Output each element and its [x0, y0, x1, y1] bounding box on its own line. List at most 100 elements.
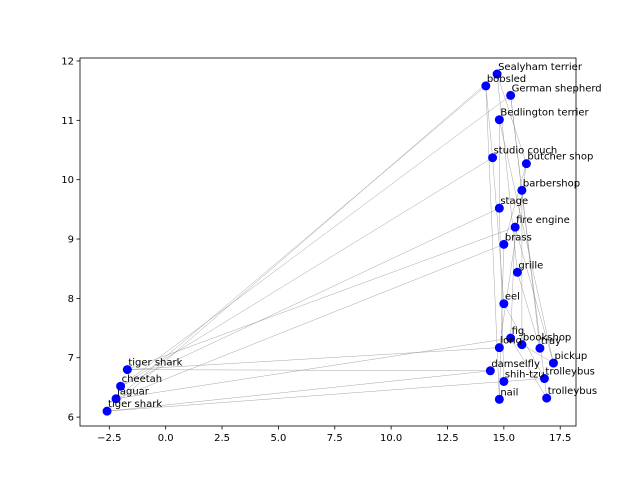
- data-point: [499, 299, 509, 309]
- data-points: [102, 69, 558, 416]
- data-point: [506, 90, 516, 100]
- data-point: [116, 381, 126, 391]
- data-point: [517, 185, 527, 195]
- connection-line: [120, 207, 500, 387]
- x-tick-label: 15.0: [493, 433, 515, 444]
- y-tick-label: 8: [68, 294, 74, 305]
- point-label: nail: [500, 387, 518, 398]
- point-label: studio couch: [494, 146, 558, 157]
- data-point: [510, 222, 520, 232]
- connection-line: [521, 190, 547, 399]
- data-point: [521, 159, 531, 169]
- y-tick-label: 12: [61, 56, 74, 67]
- data-point: [485, 366, 495, 376]
- data-point: [548, 358, 558, 368]
- data-point: [481, 81, 491, 91]
- connection-line: [499, 208, 505, 382]
- point-label: jaguar: [116, 387, 150, 398]
- connection-line: [510, 338, 547, 399]
- data-point: [535, 343, 545, 353]
- point-label: bobsled: [487, 74, 526, 85]
- connection-line: [517, 272, 541, 349]
- data-point: [102, 406, 112, 416]
- connection-line: [485, 85, 500, 400]
- data-point: [517, 340, 527, 350]
- point-label: Sealyham terrier: [498, 62, 583, 73]
- connection-line: [496, 73, 527, 164]
- connection-line: [120, 157, 493, 387]
- data-point: [499, 376, 509, 386]
- point-label: tiger shark: [128, 358, 182, 369]
- y-tick-label: 11: [61, 116, 74, 127]
- point-label: Bedlington terrier: [500, 108, 589, 119]
- x-tick-label: 5.0: [270, 433, 286, 444]
- connection-line: [499, 119, 554, 364]
- y-tick-label: 6: [68, 413, 74, 424]
- connection-line: [492, 157, 505, 304]
- point-label: German shepherd: [512, 83, 602, 94]
- connection-line: [116, 337, 511, 399]
- data-point: [122, 365, 132, 375]
- connection-line: [107, 370, 491, 412]
- connection-line: [510, 95, 541, 349]
- connection-line: [115, 244, 504, 399]
- point-label: shih-tzu: [505, 369, 545, 380]
- point-label: butcher shop: [527, 152, 593, 163]
- axes: −2.5 0.0 2.5 5.0 7.5 10.0 12.5 15.0 17.5 6 7 8 9 10 11…: [61, 56, 577, 444]
- x-tick-label: −2.5: [97, 433, 121, 444]
- connection-line: [503, 163, 527, 245]
- point-label: trolleybus: [548, 386, 597, 397]
- point-label: cheetah: [122, 374, 163, 385]
- connection-line: [120, 95, 511, 387]
- x-tick-label: 10.0: [380, 433, 402, 444]
- point-label: fig: [512, 326, 525, 337]
- data-point: [488, 153, 498, 163]
- data-point: [494, 394, 504, 404]
- data-point: [494, 203, 504, 213]
- connection-line: [485, 85, 493, 158]
- connection-line: [106, 73, 498, 412]
- x-tick-label: 0.0: [158, 433, 174, 444]
- point-label: long: [500, 336, 522, 347]
- point-label: brass: [505, 232, 532, 243]
- point-label: stage: [500, 196, 528, 207]
- data-point: [539, 374, 549, 384]
- connection-line: [127, 226, 516, 370]
- data-point: [512, 267, 522, 277]
- data-point: [111, 394, 121, 404]
- connection-line: [496, 74, 518, 273]
- data-point: [499, 239, 509, 249]
- point-label: trolleybus: [545, 367, 594, 378]
- data-point: [492, 69, 502, 79]
- connection-line: [521, 344, 554, 364]
- y-tick-label: 10: [61, 175, 74, 186]
- x-tick-label: 17.5: [549, 433, 571, 444]
- data-point: [542, 393, 552, 403]
- y-tick-label: 9: [68, 235, 74, 246]
- data-point: [494, 115, 504, 125]
- connection-lines: [106, 73, 554, 412]
- x-tick-label: 2.5: [214, 433, 230, 444]
- point-label: eel: [505, 292, 520, 303]
- point-label: tray: [541, 336, 561, 347]
- point-label: grille: [518, 260, 543, 271]
- point-label: bookshop: [523, 333, 571, 344]
- connection-line: [127, 369, 491, 372]
- x-tick-label: 12.5: [436, 433, 458, 444]
- connection-line: [499, 244, 505, 400]
- data-point: [506, 333, 516, 343]
- point-label: pickup: [554, 351, 587, 362]
- data-point: [494, 343, 504, 353]
- plot-frame: [79, 57, 577, 427]
- point-label: fire engine: [516, 215, 570, 226]
- point-label: tiger shark: [108, 399, 162, 410]
- y-tick-label: 7: [68, 353, 74, 364]
- point-label: damselfly: [491, 359, 540, 370]
- x-tick-label: 7.5: [327, 433, 343, 444]
- connection-line: [115, 85, 486, 399]
- connection-line: [107, 378, 545, 412]
- connection-line: [127, 347, 500, 370]
- point-label: barbershop: [523, 178, 580, 189]
